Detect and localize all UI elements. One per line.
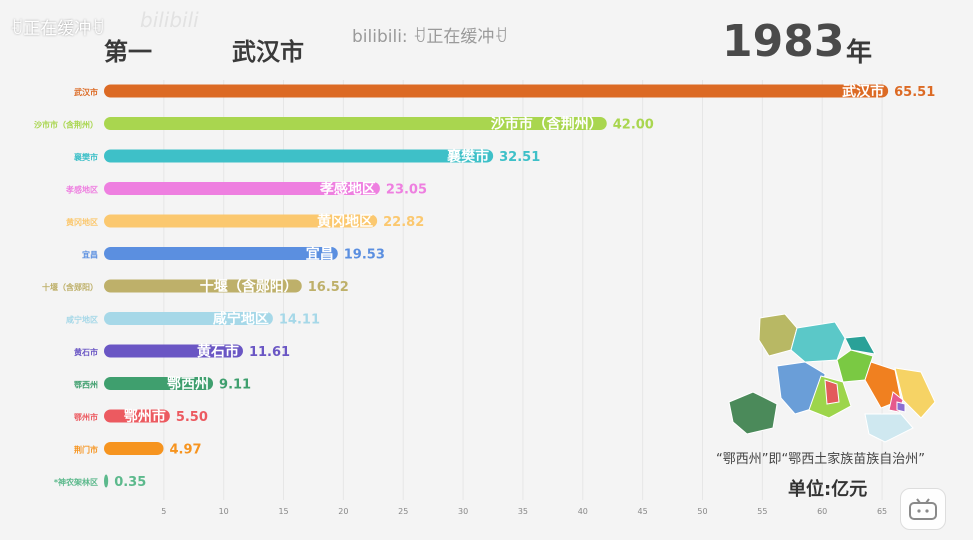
map-region bbox=[790, 321, 846, 363]
bar-inline-label: 咸宁地区 bbox=[213, 311, 269, 328]
bilibili-watermark-logo: bilibili bbox=[140, 8, 199, 32]
bar-inline-label: 鄂西州 bbox=[167, 377, 209, 393]
bar bbox=[104, 149, 494, 163]
x-tick-label: 50 bbox=[697, 507, 707, 516]
x-tick-label: 40 bbox=[578, 507, 588, 516]
bar-inline-label: 武汉市 bbox=[842, 83, 884, 100]
value-label: 5.50 bbox=[176, 410, 208, 425]
value-label: 22.82 bbox=[383, 215, 424, 230]
year-value: 1983 bbox=[722, 16, 845, 67]
x-tick-label: 20 bbox=[338, 507, 348, 516]
map-region bbox=[824, 379, 840, 405]
bar bbox=[104, 247, 338, 260]
value-label: 11.61 bbox=[249, 345, 290, 360]
bar bbox=[104, 344, 243, 358]
category-label: 鄂州市 bbox=[74, 412, 98, 422]
value-label: 14.11 bbox=[279, 313, 320, 328]
bar bbox=[104, 214, 378, 228]
bar-inline-label: 十堰（含郧阳） bbox=[200, 278, 298, 295]
x-tick-label: 35 bbox=[518, 507, 528, 516]
rank-label: 第一 bbox=[104, 38, 152, 66]
bar bbox=[104, 409, 170, 423]
x-tick-label: 15 bbox=[278, 507, 288, 516]
value-label: 42.00 bbox=[613, 118, 654, 133]
category-label: 咸宁地区 bbox=[66, 315, 98, 325]
category-label: 鄂西州 bbox=[74, 380, 98, 390]
value-label: 19.53 bbox=[344, 248, 385, 263]
x-tick-label: 25 bbox=[398, 507, 408, 516]
category-label: 十堰（含郧阳） bbox=[42, 282, 98, 292]
value-label: 9.11 bbox=[219, 378, 251, 393]
bar bbox=[104, 117, 607, 130]
bar bbox=[104, 312, 273, 325]
bar-inline-label: 沙市市（含荆州） bbox=[491, 116, 603, 133]
bar-inline-label: 宜昌 bbox=[306, 246, 334, 263]
category-label: 孝感地区 bbox=[65, 185, 98, 195]
bar bbox=[104, 442, 164, 455]
value-label: 16.52 bbox=[308, 280, 349, 295]
map-region bbox=[896, 401, 906, 413]
x-tick-label: 60 bbox=[817, 507, 827, 516]
category-label: 黄冈地区 bbox=[66, 217, 98, 227]
bar-inline-label: 鄂州市 bbox=[124, 408, 166, 425]
watermark-text: bilibili: ꀀ正在缓冲ꀀ bbox=[352, 27, 508, 47]
bilibili-tv-icon bbox=[909, 498, 937, 520]
x-tick-label: 10 bbox=[219, 507, 229, 516]
year-unit: 年 bbox=[846, 38, 873, 68]
category-label: 荆门市 bbox=[74, 445, 98, 455]
hubei-map bbox=[728, 313, 936, 443]
value-label: 32.51 bbox=[499, 150, 540, 165]
buffering-indicator: ꀀ正在缓冲ꀀ bbox=[10, 19, 105, 39]
bar bbox=[104, 279, 302, 293]
category-label: *神农架林区 bbox=[54, 477, 98, 487]
bar-inline-label: 黄石市 bbox=[197, 343, 239, 360]
value-label: 65.51 bbox=[894, 85, 935, 100]
category-label: 宜昌 bbox=[82, 250, 98, 260]
x-tick-label: 5 bbox=[161, 507, 166, 516]
bar-inline-label: 孝感地区 bbox=[319, 181, 376, 198]
bar bbox=[104, 84, 889, 98]
unit-label: 单位:亿元 bbox=[788, 479, 868, 500]
x-tick-label: 65 bbox=[877, 507, 887, 516]
x-tick-label: 45 bbox=[638, 507, 648, 516]
category-label: 黄石市 bbox=[74, 347, 98, 357]
map-region bbox=[844, 335, 876, 355]
x-tick-label: 30 bbox=[458, 507, 468, 516]
leader-name: 武汉市 bbox=[232, 38, 304, 66]
value-label: 23.05 bbox=[386, 183, 427, 198]
map-region bbox=[894, 367, 936, 419]
bar bbox=[104, 474, 109, 488]
category-label: 沙市市（含荆州） bbox=[34, 120, 98, 130]
bar bbox=[104, 182, 380, 195]
bar-inline-label: 襄樊市 bbox=[446, 148, 489, 165]
bar bbox=[104, 377, 214, 390]
x-tick-label: 55 bbox=[757, 507, 767, 516]
map-region bbox=[864, 413, 914, 443]
value-label: 0.35 bbox=[114, 475, 146, 490]
category-label: 襄樊市 bbox=[73, 152, 98, 162]
value-label: 4.97 bbox=[169, 443, 201, 458]
category-label: 武汉市 bbox=[74, 87, 98, 97]
play-button[interactable] bbox=[900, 488, 946, 530]
map-caption: “鄂西州”即“鄂西土家族苗族自治州” bbox=[716, 452, 925, 467]
bar-inline-label: 黄冈地区 bbox=[317, 213, 373, 230]
map-region bbox=[728, 391, 778, 435]
